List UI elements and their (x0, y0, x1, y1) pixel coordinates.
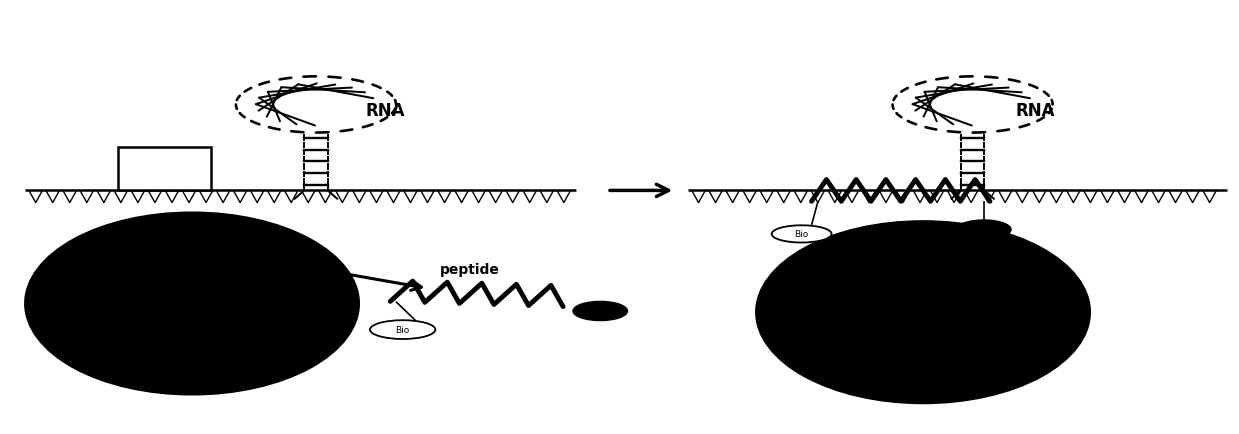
Ellipse shape (25, 213, 359, 395)
Bar (118, 148, 211, 191)
Text: RNA: RNA (366, 102, 405, 120)
Ellipse shape (756, 221, 1090, 404)
Circle shape (572, 302, 627, 321)
Text: peptide: peptide (440, 262, 499, 276)
Ellipse shape (370, 320, 435, 339)
Text: Bio: Bio (395, 326, 410, 334)
Ellipse shape (772, 226, 831, 243)
Circle shape (957, 220, 1011, 240)
Text: Bio: Bio (794, 230, 809, 239)
Text: RNA: RNA (1016, 102, 1056, 120)
